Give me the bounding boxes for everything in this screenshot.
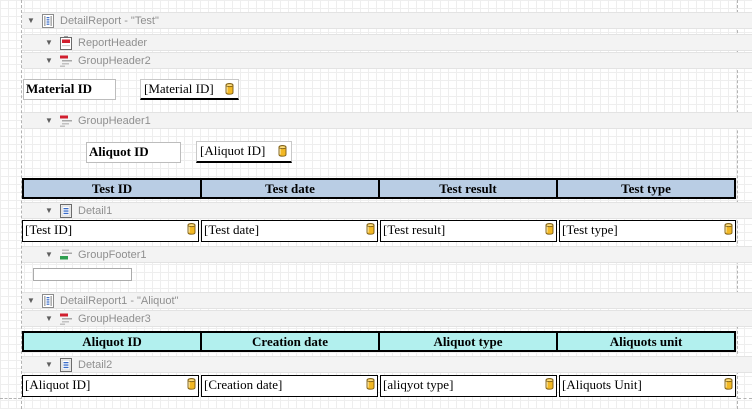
band-bar-groupheader3[interactable]: ▼ GroupHeader3 (22, 310, 752, 327)
collapse-arrow-icon[interactable]: ▼ (45, 205, 53, 215)
material-id-label-control[interactable]: Material ID (23, 79, 116, 100)
collapse-arrow-icon[interactable]: ▼ (45, 359, 53, 369)
aliquot-table-header-cell[interactable]: Aliquot ID (24, 333, 202, 350)
group-header-icon (59, 312, 73, 326)
aliquot-table-header-cell[interactable]: Creation date (202, 333, 380, 350)
detail-band-icon (59, 204, 73, 218)
field-text: [Aliquot ID] (200, 143, 266, 158)
aliquot-id-label-control[interactable]: Aliquot ID (86, 142, 181, 163)
test-table-header-cell[interactable]: Test type (621, 180, 671, 196)
band-bar-reportheader[interactable]: ▼ ReportHeader (22, 34, 752, 51)
bottom-margin-guide-left (0, 398, 21, 399)
field-text: [aliqyot type] (383, 377, 454, 392)
band-label: GroupFooter1 (78, 248, 147, 261)
creation-date-field-cell[interactable]: [Creation date] (201, 375, 378, 397)
database-field-icon (278, 145, 287, 157)
database-field-icon (545, 378, 554, 390)
band-bar-detailreport-test[interactable]: ▼ DetailReport - "Test" (22, 12, 752, 29)
test-table-header-cell[interactable]: Test result (380, 180, 558, 197)
collapse-arrow-icon[interactable]: ▼ (45, 115, 53, 125)
collapse-arrow-icon[interactable]: ▼ (45, 55, 53, 65)
database-field-icon (366, 378, 375, 390)
field-text: [Creation date] (204, 377, 283, 392)
band-label: GroupHeader1 (78, 114, 151, 127)
aliquot-id-field-control[interactable]: [Aliquot ID] (196, 141, 292, 163)
label-text: Material ID (26, 81, 93, 96)
database-field-icon (225, 83, 234, 95)
field-text: [Test ID] (25, 222, 73, 237)
band-label: DetailReport1 - "Aliquot" (60, 294, 179, 307)
report-header-icon (59, 36, 73, 50)
test-id-field-cell[interactable]: [Test ID] (22, 220, 199, 242)
group-header-icon (59, 114, 73, 128)
group-header-icon (59, 54, 73, 68)
band-bar-groupheader2[interactable]: ▼ GroupHeader2 (22, 52, 752, 69)
empty-label-control[interactable] (33, 268, 132, 281)
collapse-arrow-icon[interactable]: ▼ (45, 249, 53, 259)
left-margin-guide (21, 0, 22, 409)
material-id-field-control[interactable]: [Material ID] (140, 79, 239, 100)
database-field-icon (187, 223, 196, 235)
band-label: ReportHeader (78, 36, 148, 49)
collapse-arrow-icon[interactable]: ▼ (27, 295, 35, 305)
test-date-field-cell[interactable]: [Test date] (201, 220, 378, 242)
band-label: Detail2 (78, 358, 113, 371)
band-bar-detailreport1-aliquot[interactable]: ▼ DetailReport1 - "Aliquot" (22, 292, 752, 309)
band-bar-groupheader1[interactable]: ▼ GroupHeader1 (22, 112, 752, 129)
database-field-icon (724, 378, 733, 390)
band-bar-detail2[interactable]: ▼ Detail2 (22, 356, 752, 373)
collapse-arrow-icon[interactable]: ▼ (45, 313, 53, 323)
field-text: [Test result] (383, 222, 446, 237)
band-label: DetailReport - "Test" (60, 14, 159, 27)
band-label: Detail1 (78, 204, 113, 217)
detail-band-icon (59, 358, 73, 372)
aliquot-table-header-row[interactable]: Aliquot ID Creation date Aliquot type Al… (22, 331, 736, 352)
aliquots-unit-field-cell[interactable]: [Aliquots Unit] (559, 375, 736, 397)
test-detail-row: [Test ID] [Test date] [Test result] [Tes… (22, 220, 736, 242)
field-text: [Material ID] (144, 81, 214, 96)
field-text: [Aliquot ID] (25, 377, 91, 392)
database-field-icon (187, 378, 196, 390)
label-text: Aliquot ID (89, 144, 149, 159)
field-text: [Test date] (204, 222, 260, 237)
test-result-field-cell[interactable]: [Test result] (380, 220, 557, 242)
aliquot-id-field-cell[interactable]: [Aliquot ID] (22, 375, 199, 397)
database-field-icon (545, 223, 554, 235)
aliquot-table-header-cell[interactable]: Aliquots unit (609, 333, 683, 349)
aliquot-table-header-cell[interactable]: Aliquot type (380, 333, 558, 350)
test-table-header-cell[interactable]: Test date (202, 180, 380, 197)
detail-report-icon (41, 294, 55, 308)
test-type-field-cell[interactable]: [Test type] (559, 220, 736, 242)
field-text: [Test type] (562, 222, 618, 237)
field-text: [Aliquots Unit] (562, 377, 642, 392)
bottom-margin-guide-right (738, 398, 752, 399)
band-label: GroupHeader3 (78, 312, 151, 325)
database-field-icon (366, 223, 375, 235)
band-bar-detail1[interactable]: ▼ Detail1 (22, 202, 752, 219)
aliquot-type-field-cell[interactable]: [aliqyot type] (380, 375, 557, 397)
aliquot-detail-row: [Aliquot ID] [Creation date] [aliqyot ty… (22, 375, 736, 397)
collapse-arrow-icon[interactable]: ▼ (27, 15, 35, 25)
collapse-arrow-icon[interactable]: ▼ (45, 37, 53, 47)
band-bar-groupfooter1[interactable]: ▼ GroupFooter1 (22, 246, 752, 263)
group-footer-icon (59, 248, 73, 262)
database-field-icon (724, 223, 733, 235)
test-table-header-row[interactable]: Test ID Test date Test result Test type (22, 178, 736, 199)
test-table-header-cell[interactable]: Test ID (24, 180, 202, 197)
detail-report-icon (41, 14, 55, 28)
band-label: GroupHeader2 (78, 54, 151, 67)
